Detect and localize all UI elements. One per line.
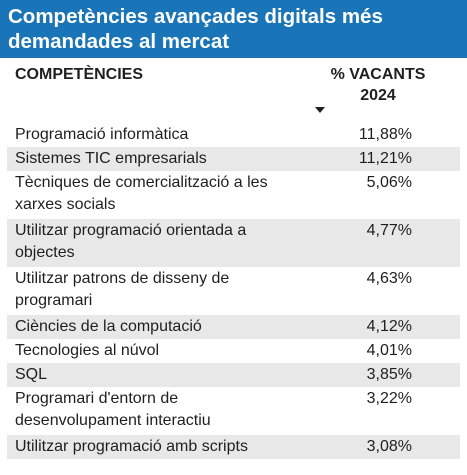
table-row: Programació informàtica 11,88% [7, 123, 460, 147]
competency-cell: Utilitzar programació amb scripts [15, 438, 248, 455]
chart-title: Competències avançades digitals més dema… [0, 0, 467, 58]
vacancy-percent-cell: 4,01% [366, 342, 412, 359]
table-row: SQL 3,85% [7, 363, 460, 387]
sort-descending-icon[interactable] [315, 107, 325, 113]
competency-cell: Tecnologies al núvol [15, 342, 160, 359]
vacancy-percent-cell: 11,88% [358, 126, 412, 143]
vacancy-percent-cell: 4,77% [366, 222, 412, 239]
vacancy-percent-cell: 3,22% [366, 390, 412, 407]
vacancy-percent-cell: 11,21% [358, 150, 412, 167]
table-row: Ciències de la computació 4,12% [7, 315, 460, 339]
competency-cell: Sistemes TIC empresarials [15, 150, 207, 167]
competency-cell: Programació informàtica [15, 126, 189, 143]
table-row: Sistemes TIC empresarials 11,21% [7, 147, 460, 171]
table-row: Tecnologies al núvol 4,01% [7, 339, 460, 363]
competency-cell: Ciències de la computació [15, 318, 202, 335]
vacancy-percent-cell: 4,63% [366, 270, 412, 287]
competency-cell: Utilitzar programació orientada a object… [15, 222, 247, 261]
vacancy-percent-cell: 3,85% [366, 366, 412, 383]
column-header-competencies[interactable]: COMPETÈNCIES [15, 66, 144, 83]
vacancy-percent-cell: 3,08% [366, 438, 412, 455]
table-row: Utilitzar programació amb scripts 3,08% [7, 435, 460, 459]
table-row: Programari d'entorn de desenvolupament i… [7, 387, 460, 435]
table-body: Programació informàtica 11,88% Sistemes … [7, 123, 460, 459]
table-row: Utilitzar programació orientada a object… [7, 219, 460, 267]
table-row: Utilitzar patrons de disseny de programa… [7, 267, 460, 315]
competency-cell: Programari d'entorn de desenvolupament i… [15, 390, 211, 429]
vacancy-percent-cell: 4,12% [366, 318, 412, 335]
competency-cell: SQL [15, 366, 48, 383]
competency-cell: Tècniques de comercialització a les xarx… [15, 174, 268, 213]
competency-cell: Utilitzar patrons de disseny de programa… [15, 270, 230, 309]
vacancy-percent-cell: 5,06% [366, 174, 412, 191]
column-header-vacancies[interactable]: % VACANTS 2024 [330, 66, 426, 104]
table-row: Tècniques de comercialització a les xarx… [7, 171, 460, 219]
